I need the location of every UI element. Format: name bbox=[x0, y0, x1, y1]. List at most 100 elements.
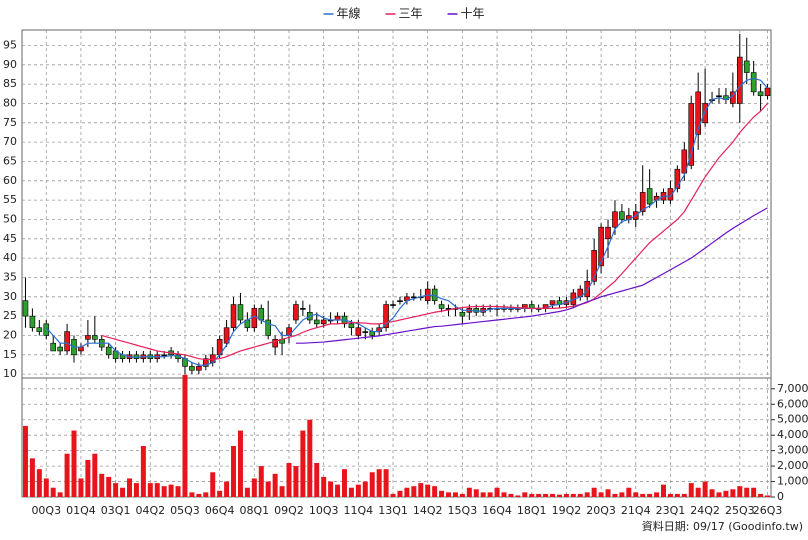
y-tick-label: 80 bbox=[3, 96, 17, 109]
volume-bar bbox=[175, 486, 181, 497]
volume-bar bbox=[231, 446, 237, 497]
candle-body bbox=[619, 211, 625, 220]
candle-body bbox=[584, 281, 591, 298]
candle-body bbox=[189, 366, 195, 371]
candle-body bbox=[688, 103, 695, 166]
volume-bar bbox=[647, 493, 653, 497]
volume-bar bbox=[702, 481, 708, 497]
y-tick-label: 30 bbox=[3, 290, 17, 303]
candle-body bbox=[598, 226, 604, 267]
volume-bar bbox=[106, 476, 112, 497]
y-tick-label: 60 bbox=[3, 174, 17, 187]
x-tick-label: 26Q3 bbox=[753, 504, 783, 517]
y2-tick-label: 0 bbox=[777, 490, 784, 503]
price-frame bbox=[21, 29, 772, 379]
volume-bar bbox=[508, 493, 514, 497]
volume-bar bbox=[341, 469, 347, 497]
y-tick-label: 95 bbox=[3, 38, 17, 51]
candle-body bbox=[272, 339, 278, 348]
candle-body bbox=[612, 211, 618, 228]
candle-body bbox=[390, 304, 396, 306]
candle-body bbox=[57, 346, 63, 352]
volume-bar bbox=[244, 487, 250, 497]
volume-bar bbox=[452, 492, 458, 497]
y-tick-label: 10 bbox=[3, 367, 17, 380]
volume-bar bbox=[113, 483, 119, 497]
x-tick-label: 18Q1 bbox=[517, 504, 547, 517]
candle-body bbox=[85, 335, 91, 340]
y2-tick-label: 2,000 bbox=[777, 459, 808, 472]
candle-body bbox=[92, 335, 98, 340]
volume-bar bbox=[522, 492, 528, 497]
volume-bar bbox=[369, 472, 375, 497]
candle-body bbox=[591, 250, 597, 282]
y-tick-label: 65 bbox=[3, 154, 17, 167]
candle-body bbox=[223, 327, 230, 344]
volume-bar bbox=[286, 463, 292, 497]
candle-body bbox=[639, 192, 646, 213]
volume-bar bbox=[43, 478, 49, 497]
volume-bar bbox=[85, 459, 91, 497]
y-tick-label: 25 bbox=[3, 309, 17, 322]
y-tick-label: 90 bbox=[3, 58, 17, 71]
volume-bar bbox=[598, 492, 604, 497]
volume-bar bbox=[92, 453, 98, 497]
volume-bar bbox=[605, 489, 611, 497]
candle-body bbox=[202, 358, 209, 367]
y2-tick-label: 6,000 bbox=[777, 397, 808, 410]
x-tick-label: 00Q3 bbox=[31, 504, 61, 517]
candle-body bbox=[161, 354, 167, 357]
y-tick-label: 50 bbox=[3, 212, 17, 225]
volume-bar bbox=[758, 493, 764, 497]
candle-body bbox=[258, 308, 265, 321]
volume-bar bbox=[251, 478, 257, 497]
volume-bar bbox=[258, 466, 264, 497]
volume-bar bbox=[348, 487, 354, 497]
candle-body bbox=[750, 72, 757, 93]
volume-bar bbox=[64, 453, 70, 497]
candle-body bbox=[230, 304, 237, 329]
volume-bar bbox=[418, 483, 424, 497]
volume-bar bbox=[120, 487, 126, 497]
candle-body bbox=[105, 346, 112, 356]
candle-body bbox=[29, 315, 36, 329]
x-tick-label: 25Q3 bbox=[725, 504, 755, 517]
volume-bar bbox=[404, 487, 410, 497]
volume-bar bbox=[556, 494, 562, 497]
volume-bar bbox=[709, 489, 715, 497]
volume-bar bbox=[584, 492, 590, 497]
volume-bar bbox=[196, 493, 202, 497]
volume-bar bbox=[189, 492, 195, 497]
legend-label: 三年 bbox=[399, 7, 423, 21]
volume-bar bbox=[22, 425, 28, 497]
volume-bar bbox=[300, 430, 306, 497]
volume-bar bbox=[425, 484, 431, 497]
volume-bar bbox=[723, 490, 729, 497]
candle-body bbox=[383, 304, 389, 329]
candle-body bbox=[300, 308, 306, 310]
volume-bar bbox=[432, 486, 438, 497]
volume-bar bbox=[335, 484, 341, 497]
x-tick-label: 06Q4 bbox=[205, 504, 235, 517]
candle-body bbox=[764, 87, 771, 97]
volume-bar bbox=[314, 463, 320, 497]
volume-bar bbox=[321, 476, 327, 497]
x-tick-label: 03Q1 bbox=[101, 504, 131, 517]
volume-bar bbox=[744, 487, 750, 497]
volume-bar bbox=[390, 493, 396, 497]
y-tick-label: 20 bbox=[3, 328, 17, 341]
volume-bar bbox=[640, 493, 646, 497]
volume-bar bbox=[217, 490, 223, 497]
volume-bar bbox=[619, 492, 625, 497]
x-tick-label: 15Q3 bbox=[448, 504, 478, 517]
y2-tick-label: 7,000 bbox=[777, 382, 808, 395]
volume-bar bbox=[224, 481, 230, 497]
volume-bar bbox=[99, 473, 105, 497]
candle-body bbox=[743, 60, 750, 73]
volume-bar bbox=[57, 492, 63, 497]
x-tick-label: 19Q2 bbox=[552, 504, 582, 517]
y-tick-label: 85 bbox=[3, 77, 17, 90]
volume-bar bbox=[536, 493, 542, 497]
